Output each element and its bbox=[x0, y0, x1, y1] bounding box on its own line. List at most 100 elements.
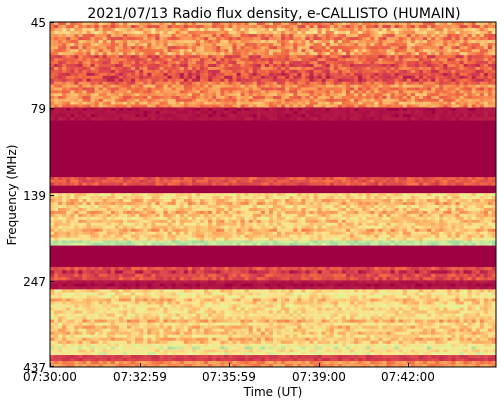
heatmap-cell bbox=[179, 202, 185, 206]
heatmap-cell bbox=[491, 72, 497, 77]
heatmap-cell bbox=[143, 40, 148, 44]
heatmap-cell bbox=[163, 182, 168, 186]
heatmap-cell bbox=[321, 196, 326, 200]
heatmap-cell bbox=[248, 58, 254, 62]
heatmap-cell bbox=[471, 81, 477, 85]
heatmap-cell bbox=[423, 55, 428, 59]
heatmap-cell bbox=[273, 199, 278, 203]
heatmap-cell bbox=[459, 81, 464, 85]
heatmap-cell bbox=[50, 202, 55, 206]
heatmap-cell bbox=[447, 110, 452, 115]
heatmap-cell bbox=[94, 219, 99, 224]
heatmap-cell bbox=[147, 28, 152, 32]
heatmap-cell bbox=[483, 69, 489, 74]
heatmap-cell bbox=[362, 205, 367, 209]
heatmap-cell bbox=[390, 113, 395, 118]
heatmap-cell bbox=[378, 64, 383, 68]
heatmap-cell bbox=[244, 84, 249, 88]
heatmap-cell bbox=[260, 55, 266, 59]
heatmap-cell bbox=[321, 87, 326, 91]
heatmap-cell bbox=[256, 78, 262, 83]
heatmap-cell bbox=[427, 199, 432, 203]
heatmap-cell bbox=[228, 90, 233, 94]
heatmap-cell bbox=[86, 213, 91, 218]
heatmap-cell bbox=[378, 55, 383, 59]
heatmap-cell bbox=[94, 25, 99, 29]
heatmap-cell bbox=[414, 84, 420, 88]
heatmap-cell bbox=[252, 40, 258, 44]
heatmap-cell bbox=[459, 193, 464, 197]
heatmap-cell bbox=[195, 93, 201, 97]
heatmap-cell bbox=[118, 182, 124, 186]
heatmap-cell bbox=[337, 28, 343, 32]
heatmap-cell bbox=[118, 49, 124, 53]
heatmap-cell bbox=[273, 202, 278, 206]
heatmap-cell bbox=[102, 193, 108, 197]
heatmap-cell bbox=[443, 84, 448, 88]
heatmap-cell bbox=[264, 84, 270, 88]
heatmap-cell bbox=[341, 25, 347, 29]
heatmap-cell bbox=[62, 101, 67, 105]
heatmap-cell bbox=[337, 182, 343, 186]
heatmap-cell bbox=[66, 81, 71, 85]
heatmap-cell bbox=[70, 216, 75, 221]
heatmap-cell bbox=[102, 22, 108, 26]
heatmap-cell bbox=[74, 193, 79, 197]
heatmap-cell bbox=[459, 34, 464, 38]
heatmap-cell bbox=[471, 205, 477, 209]
heatmap-cell bbox=[264, 25, 270, 29]
heatmap-cell bbox=[471, 25, 477, 29]
heatmap-cell bbox=[268, 75, 274, 80]
heatmap-cell bbox=[277, 87, 282, 91]
heatmap-cell bbox=[244, 93, 249, 97]
heatmap-cell bbox=[244, 110, 249, 115]
heatmap-cell bbox=[479, 110, 485, 115]
heatmap-cell bbox=[220, 52, 225, 56]
heatmap-cell bbox=[398, 216, 404, 221]
heatmap-cell bbox=[273, 78, 278, 83]
heatmap-cell bbox=[390, 101, 395, 105]
heatmap-cell bbox=[471, 207, 477, 212]
heatmap-cell bbox=[277, 117, 282, 121]
heatmap-cell bbox=[147, 202, 152, 206]
heatmap-cell bbox=[471, 98, 477, 103]
heatmap-cell bbox=[159, 117, 164, 121]
heatmap-cell bbox=[131, 72, 136, 77]
heatmap-cell bbox=[147, 207, 152, 212]
heatmap-cell bbox=[301, 179, 306, 183]
heatmap-cell bbox=[171, 202, 176, 206]
heatmap-cell bbox=[345, 64, 351, 68]
heatmap-cell bbox=[143, 177, 148, 181]
heatmap-cell bbox=[252, 49, 258, 53]
heatmap-cell bbox=[337, 87, 343, 91]
heatmap-cell bbox=[90, 84, 95, 88]
heatmap-cell bbox=[58, 107, 63, 111]
heatmap-cell bbox=[66, 113, 71, 118]
heatmap-cell bbox=[244, 43, 249, 47]
heatmap-cell bbox=[147, 113, 152, 118]
heatmap-cell bbox=[455, 40, 460, 44]
heatmap-cell bbox=[402, 179, 408, 183]
heatmap-cell bbox=[224, 117, 229, 121]
heatmap-cell bbox=[293, 87, 298, 91]
heatmap-cell bbox=[70, 28, 75, 32]
heatmap-cell bbox=[402, 69, 408, 74]
heatmap-cell bbox=[252, 43, 258, 47]
heatmap-cell bbox=[337, 110, 343, 115]
heatmap-cell bbox=[341, 34, 347, 38]
heatmap-cell bbox=[58, 28, 63, 32]
heatmap-cell bbox=[305, 34, 310, 38]
heatmap-cell bbox=[362, 34, 367, 38]
heatmap-cell bbox=[110, 46, 116, 50]
heatmap-cell bbox=[167, 179, 172, 183]
heatmap-cell bbox=[151, 205, 156, 209]
heatmap-cell bbox=[321, 22, 326, 26]
heatmap-cell bbox=[78, 193, 83, 197]
heatmap-cell bbox=[135, 28, 140, 32]
heatmap-cell bbox=[204, 78, 209, 83]
heatmap-cell bbox=[289, 216, 294, 221]
heatmap-cell bbox=[402, 196, 408, 200]
heatmap-cell bbox=[127, 205, 132, 209]
heatmap-cell bbox=[187, 104, 193, 108]
heatmap-cell bbox=[224, 43, 229, 47]
